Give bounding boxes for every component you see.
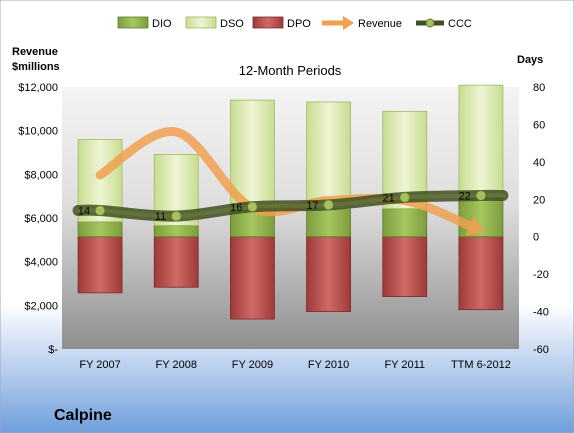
right-tick-label: -60 bbox=[533, 344, 549, 356]
right-tick-label: 0 bbox=[533, 232, 539, 244]
company-name: Calpine bbox=[54, 407, 112, 424]
legend-swatch-dpo bbox=[252, 16, 284, 29]
ccc-point bbox=[94, 205, 106, 217]
left-axis-label-line2: $millions bbox=[12, 61, 60, 73]
legend: DIO DSO DPO Revenue CCC bbox=[117, 16, 472, 30]
right-axis-ticks: -60 -40 -20 0 20 40 60 80 bbox=[533, 82, 549, 356]
dpo-bar bbox=[153, 236, 199, 288]
dpo-bar bbox=[77, 236, 123, 294]
legend-swatch-dio bbox=[117, 16, 149, 29]
right-tick-label: -40 bbox=[533, 307, 549, 319]
ccc-data-label: 11 bbox=[155, 211, 166, 223]
category-label: FY 2010 bbox=[308, 359, 349, 371]
dio-bar bbox=[77, 221, 123, 238]
right-tick-label: 20 bbox=[533, 194, 545, 206]
ccc-point bbox=[399, 191, 411, 203]
right-tick-label: 40 bbox=[533, 157, 545, 169]
category-label: FY 2008 bbox=[156, 359, 197, 371]
ccc-data-label: 17 bbox=[306, 200, 318, 212]
revenue-arrowhead bbox=[465, 215, 485, 236]
dpo-bar bbox=[306, 236, 351, 312]
ccc-point bbox=[170, 210, 182, 222]
left-tick-label: $12,000 bbox=[18, 82, 58, 94]
right-tick-label: -20 bbox=[533, 269, 549, 281]
left-axis-ticks: $- $2,000 $4,000 $6,000 $8,000 $10,000 $12,000 bbox=[18, 82, 58, 356]
legend-swatch-ccc-marker bbox=[425, 18, 435, 28]
category-label: FY 2009 bbox=[232, 359, 273, 371]
category-label: TTM 6-2012 bbox=[451, 359, 511, 371]
chart-title: 12-Month Periods bbox=[239, 63, 342, 78]
left-tick-label: $8,000 bbox=[24, 169, 58, 181]
legend-label-ccc: CCC bbox=[448, 18, 472, 30]
dpo-bar bbox=[458, 236, 504, 311]
ccc-point bbox=[475, 190, 487, 202]
dpo-bar bbox=[230, 236, 275, 320]
left-tick-label: $2,000 bbox=[24, 300, 58, 312]
left-tick-label: $4,000 bbox=[24, 257, 58, 269]
dio-bar bbox=[382, 208, 428, 238]
dpo-bar bbox=[382, 236, 428, 297]
legend-label-revenue: Revenue bbox=[358, 18, 402, 30]
legend-label-dso: DSO bbox=[220, 18, 244, 30]
right-axis-label: Days bbox=[517, 54, 543, 66]
left-tick-label: $6,000 bbox=[24, 213, 58, 225]
legend-label-dpo: DPO bbox=[287, 18, 311, 30]
category-label: FY 2007 bbox=[79, 359, 120, 371]
ccc-point bbox=[246, 201, 258, 213]
ccc-data-label: 16 bbox=[230, 202, 242, 214]
ccc-data-label: 21 bbox=[383, 192, 395, 204]
bars bbox=[77, 84, 504, 320]
category-label: FY 2011 bbox=[384, 359, 425, 371]
legend-swatch-dso bbox=[185, 16, 217, 29]
left-tick-label: $10,000 bbox=[18, 126, 58, 138]
ccc-data-label: 22 bbox=[459, 191, 471, 203]
dso-bar bbox=[306, 101, 351, 210]
ccc-series: 14 11 16 17 21 22 bbox=[72, 189, 509, 223]
ccc-line-highlight bbox=[76, 193, 505, 219]
legend-swatch-revenue-head bbox=[343, 16, 354, 30]
right-tick-label: 60 bbox=[533, 119, 545, 131]
dso-bar bbox=[458, 84, 504, 198]
dio-bar bbox=[153, 225, 199, 238]
right-tick-label: 80 bbox=[533, 82, 545, 94]
dio-bar bbox=[306, 208, 351, 238]
legend-label-dio: DIO bbox=[152, 18, 172, 30]
ccc-data-label: 14 bbox=[78, 206, 90, 218]
left-tick-label: $- bbox=[48, 344, 58, 356]
left-axis-label-line1: Revenue bbox=[12, 46, 58, 58]
ccc-point bbox=[323, 199, 335, 211]
category-labels: FY 2007 FY 2008 FY 2009 FY 2010 FY 2011 TTM 6… bbox=[79, 359, 510, 371]
